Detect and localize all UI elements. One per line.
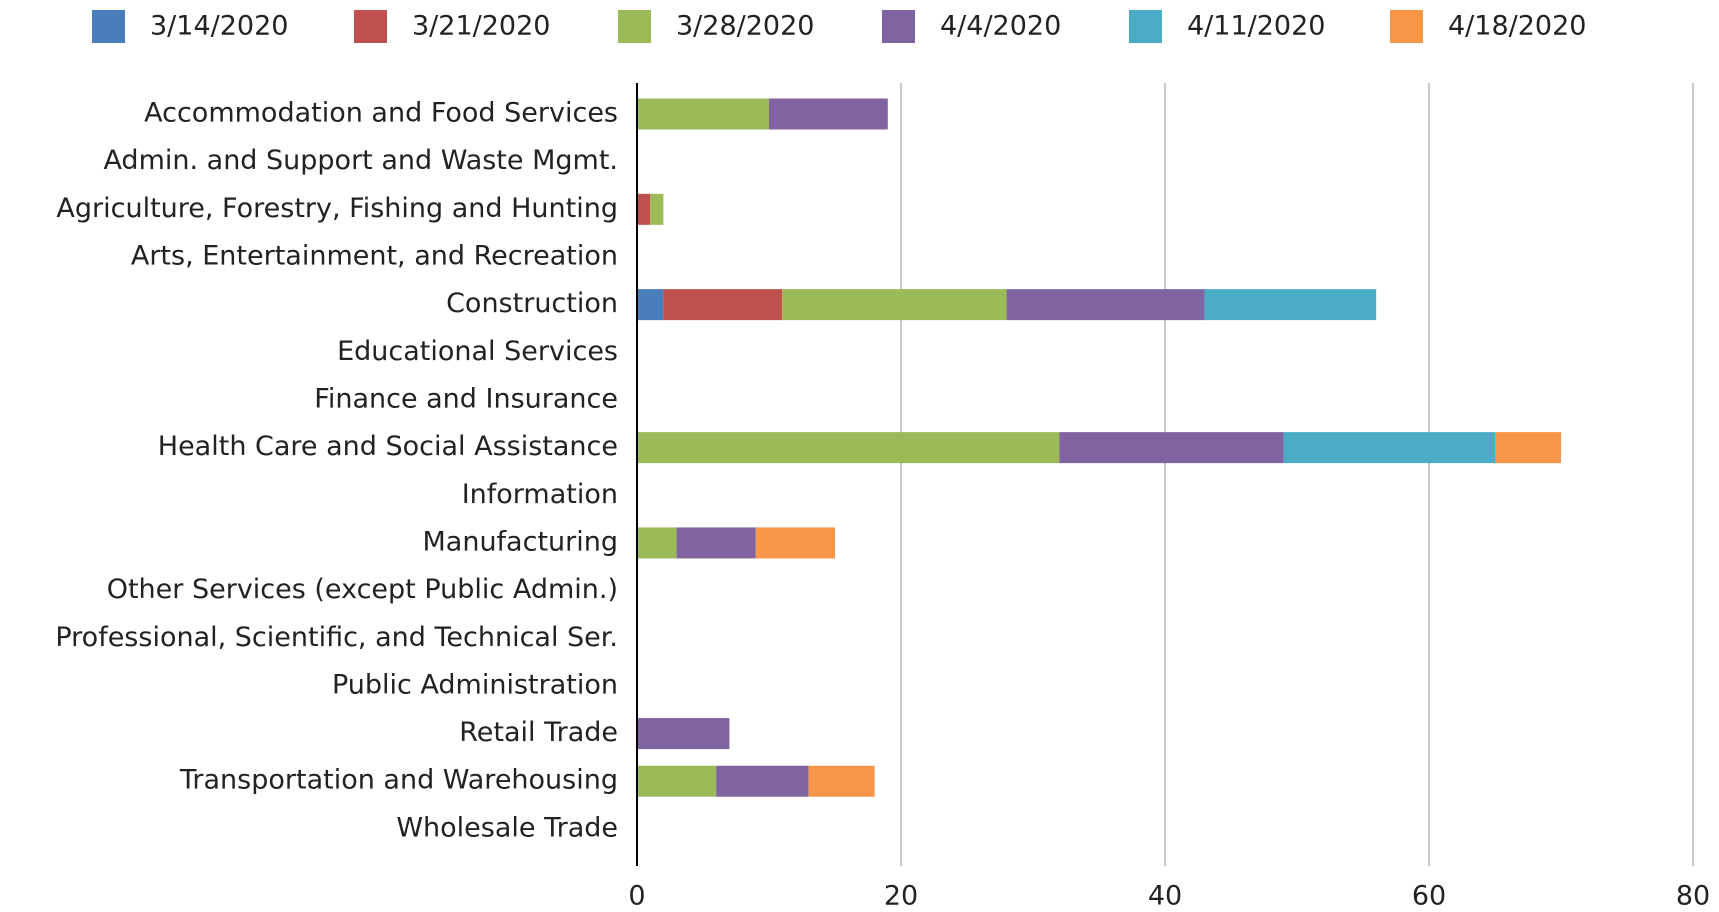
bar-segment (1006, 289, 1205, 321)
bar-segment (1495, 432, 1561, 464)
y-tick-label: Manufacturing (422, 526, 618, 557)
bar-segment (637, 527, 677, 559)
y-tick-label: Public Administration (332, 669, 618, 700)
bar-segment (1204, 289, 1377, 321)
bar-segment (650, 193, 664, 225)
legend-label: 3/14/2020 (150, 11, 288, 42)
y-tick-label: Agriculture, Forestry, Fishing and Hunti… (56, 193, 618, 224)
bar-segment (716, 765, 809, 797)
bar-segment (637, 432, 1060, 464)
y-tick-label: Educational Services (337, 336, 618, 367)
x-tick-label: 0 (628, 881, 645, 912)
bar-segment (808, 765, 875, 797)
y-tick-label: Transportation and Warehousing (179, 765, 618, 796)
x-tick-label: 20 (884, 881, 918, 912)
y-tick-label: Professional, Scientific, and Technical … (55, 622, 618, 653)
bar-segment (755, 527, 835, 559)
legend-label: 4/4/2020 (940, 11, 1061, 42)
bar-segment (637, 193, 651, 225)
y-tick-label: Other Services (except Public Admin.) (107, 574, 618, 605)
bar-segment (1283, 432, 1495, 464)
bar-segment (769, 98, 888, 130)
legend-swatch (1390, 10, 1423, 43)
x-tick-label: 60 (1412, 881, 1446, 912)
y-tick-label: Arts, Entertainment, and Recreation (131, 240, 618, 271)
y-tick-label: Construction (446, 288, 618, 319)
y-tick-label: Health Care and Social Assistance (158, 431, 618, 462)
y-tick-label: Information (462, 479, 618, 510)
legend-label: 4/11/2020 (1187, 11, 1325, 42)
legend-label: 4/18/2020 (1448, 11, 1586, 42)
bar-segment (637, 289, 664, 321)
bar-segment (637, 98, 769, 130)
legend-label: 3/28/2020 (676, 11, 814, 42)
legend-swatch (1129, 10, 1162, 43)
y-tick-label: Accommodation and Food Services (144, 98, 618, 129)
bar-segment (676, 527, 756, 559)
legend-label: 3/21/2020 (412, 11, 550, 42)
bar-segment (1059, 432, 1284, 464)
y-tick-label: Retail Trade (459, 717, 618, 748)
legend-swatch (882, 10, 915, 43)
bar-segment (637, 718, 730, 750)
bar-segment (663, 289, 783, 321)
y-tick-label: Admin. and Support and Waste Mgmt. (103, 145, 618, 176)
y-tick-label: Wholesale Trade (396, 812, 618, 843)
bar-segment (782, 289, 1007, 321)
legend-swatch (92, 10, 125, 43)
y-tick-label: Finance and Insurance (314, 383, 618, 414)
x-tick-label: 80 (1676, 881, 1710, 912)
x-tick-label: 40 (1148, 881, 1182, 912)
legend-swatch (354, 10, 387, 43)
legend-swatch (618, 10, 651, 43)
bar-segment (637, 765, 717, 797)
